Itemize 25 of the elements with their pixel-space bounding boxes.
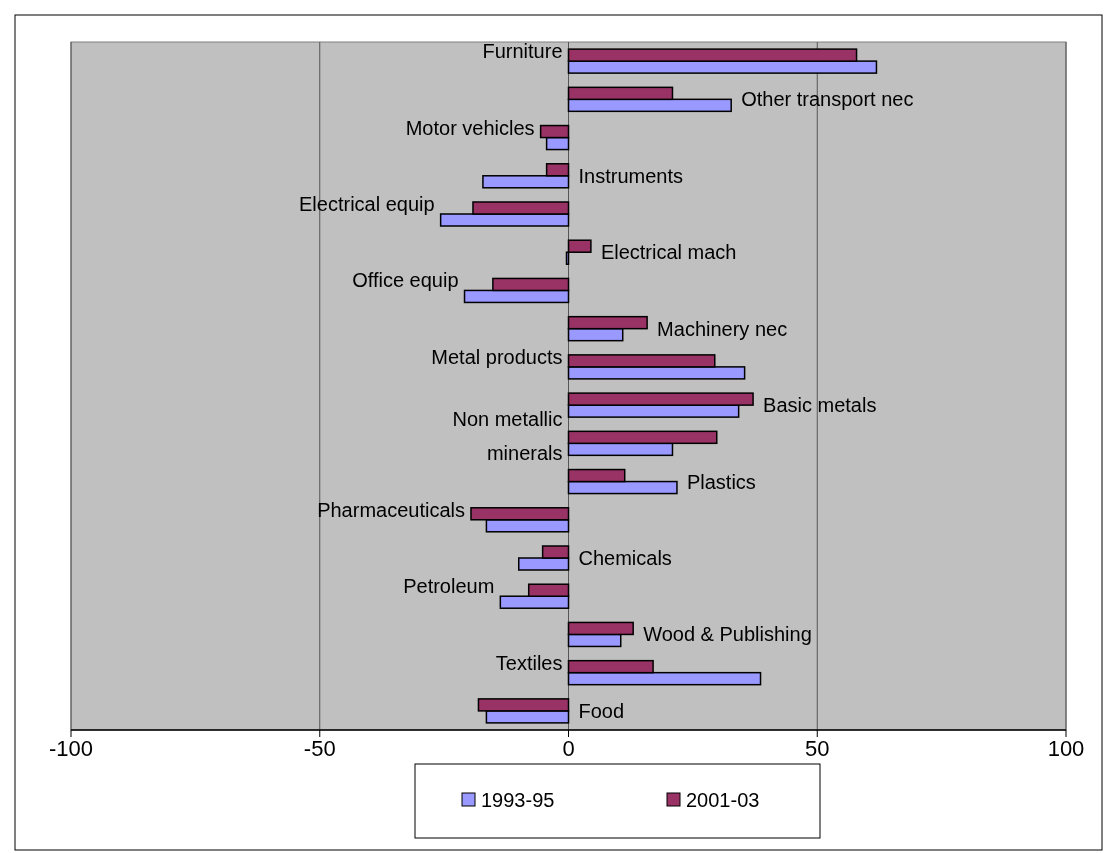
y-tick-label: Machinery nec (657, 317, 788, 340)
y-tick-label: Motor vehicles (405, 116, 535, 139)
y-tick-label: Non metallic minerals (452, 408, 563, 465)
x-tick-label: -100 (48, 736, 94, 761)
y-tick-label: Plastics (686, 470, 756, 493)
y-tick-label: Basic metals (763, 394, 877, 417)
y-tick-label: Pharmaceuticals (317, 498, 465, 521)
y-tick-label: Electrical equip (299, 193, 435, 215)
y-tick-label: Textiles (495, 651, 563, 674)
y-tick-label: Other transport nec (741, 88, 914, 111)
y-tick-label: Food (578, 699, 625, 722)
y-tick-label: Electrical mach (600, 241, 737, 264)
legend-label: 1993-95 (481, 789, 555, 811)
x-tick-label: -50 (303, 736, 336, 761)
y-tick-label: Petroleum (403, 575, 495, 598)
y-tick-label: Office equip (352, 269, 459, 292)
x-tick-label: 50 (805, 736, 830, 761)
y-tick-label: Wood & Publishing (643, 623, 812, 646)
y-tick-label: Metal products (431, 345, 563, 368)
y-tick-label: Chemicals (578, 547, 672, 569)
y-tick-label: Furniture (482, 40, 563, 63)
x-tick-label: 0 (562, 736, 575, 761)
x-tick-label: 100 (1047, 736, 1085, 761)
legend-label: 2001-03 (686, 789, 760, 811)
y-tick-label: Instruments (578, 164, 683, 187)
